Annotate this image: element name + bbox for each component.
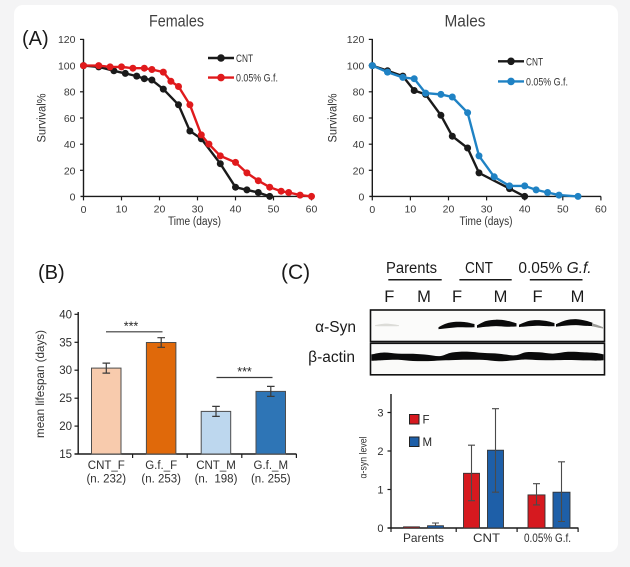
svg-text:20: 20 <box>154 204 166 216</box>
svg-text:50: 50 <box>557 204 569 216</box>
svg-text:Males: Males <box>445 12 486 31</box>
svg-text:40: 40 <box>519 204 531 216</box>
svg-text:(n. 198): (n. 198) <box>195 474 238 486</box>
svg-text:G.f._F: G.f._F <box>145 460 177 472</box>
svg-text:0.05% G.f.: 0.05% G.f. <box>526 76 568 88</box>
svg-text:α-Syn: α-Syn <box>315 319 356 336</box>
svg-text:CNT: CNT <box>526 56 543 68</box>
svg-text:***: *** <box>237 365 252 379</box>
svg-text:F: F <box>423 415 430 427</box>
svg-text:20: 20 <box>353 165 365 177</box>
svg-text:120: 120 <box>347 34 365 46</box>
svg-text:3: 3 <box>377 408 383 420</box>
svg-text:0: 0 <box>358 191 364 203</box>
svg-text:β-actin: β-actin <box>308 349 355 366</box>
svg-text:M: M <box>417 288 431 306</box>
svg-text:20: 20 <box>64 165 76 177</box>
svg-text:M: M <box>571 288 585 306</box>
svg-text:α-syn level: α-syn level <box>358 437 370 479</box>
svg-text:30: 30 <box>59 365 72 377</box>
svg-text:100: 100 <box>347 61 365 73</box>
svg-text:M: M <box>423 437 433 449</box>
svg-text:CNT: CNT <box>473 531 501 545</box>
svg-text:100: 100 <box>58 61 76 73</box>
svg-text:mean lifespan (days): mean lifespan (days) <box>33 330 47 438</box>
svg-text:1: 1 <box>377 485 383 497</box>
svg-text:80: 80 <box>64 87 76 99</box>
svg-text:Survival%: Survival% <box>37 94 49 143</box>
svg-text:CNT_M: CNT_M <box>196 460 236 472</box>
svg-text:Time (days): Time (days) <box>460 216 513 228</box>
svg-text:2: 2 <box>377 446 383 458</box>
svg-text:(B): (B) <box>38 262 65 284</box>
svg-text:10: 10 <box>405 204 417 216</box>
svg-text:30: 30 <box>192 204 204 216</box>
svg-text:Time (days): Time (days) <box>168 216 221 228</box>
svg-text:0.05% G.f.: 0.05% G.f. <box>236 73 278 85</box>
svg-text:M: M <box>494 288 508 306</box>
svg-text:CNT: CNT <box>465 260 493 277</box>
svg-text:***: *** <box>124 319 139 333</box>
svg-text:0: 0 <box>70 191 76 203</box>
svg-text:F: F <box>532 288 542 306</box>
svg-text:60: 60 <box>64 113 76 125</box>
svg-text:F: F <box>452 288 462 306</box>
svg-text:15: 15 <box>59 449 72 461</box>
svg-text:0: 0 <box>369 204 375 216</box>
svg-text:Parents: Parents <box>403 531 444 545</box>
svg-text:(C): (C) <box>281 261 310 284</box>
svg-text:F: F <box>384 288 394 306</box>
svg-text:40: 40 <box>230 204 242 216</box>
svg-text:Survival%: Survival% <box>328 94 340 143</box>
svg-text:120: 120 <box>58 34 76 46</box>
svg-text:35: 35 <box>59 337 72 349</box>
svg-text:CNT_F: CNT_F <box>88 460 125 472</box>
svg-text:CNT: CNT <box>236 53 253 65</box>
svg-text:60: 60 <box>353 113 365 125</box>
svg-text:Parents: Parents <box>386 260 437 277</box>
svg-text:(A): (A) <box>22 28 49 50</box>
svg-text:40: 40 <box>59 309 72 321</box>
svg-text:(n. 253): (n. 253) <box>141 474 181 486</box>
svg-text:Females: Females <box>149 12 204 31</box>
svg-text:40: 40 <box>353 139 365 151</box>
svg-text:0: 0 <box>377 523 383 535</box>
svg-text:0: 0 <box>81 204 87 216</box>
svg-text:25: 25 <box>59 393 72 405</box>
svg-text:80: 80 <box>353 87 365 99</box>
svg-text:40: 40 <box>64 139 76 151</box>
svg-text:(n. 232): (n. 232) <box>86 474 126 486</box>
svg-text:20: 20 <box>443 204 455 216</box>
svg-text:0.05% G.f.: 0.05% G.f. <box>518 260 591 277</box>
svg-text:50: 50 <box>268 204 280 216</box>
svg-text:0.05% G.f.: 0.05% G.f. <box>524 531 571 545</box>
svg-text:(n. 255): (n. 255) <box>251 474 291 486</box>
svg-text:G.f._M: G.f._M <box>254 460 289 472</box>
svg-text:60: 60 <box>306 204 318 216</box>
svg-text:10: 10 <box>116 204 128 216</box>
svg-text:60: 60 <box>595 204 607 216</box>
svg-text:20: 20 <box>59 421 72 433</box>
svg-text:30: 30 <box>481 204 493 216</box>
